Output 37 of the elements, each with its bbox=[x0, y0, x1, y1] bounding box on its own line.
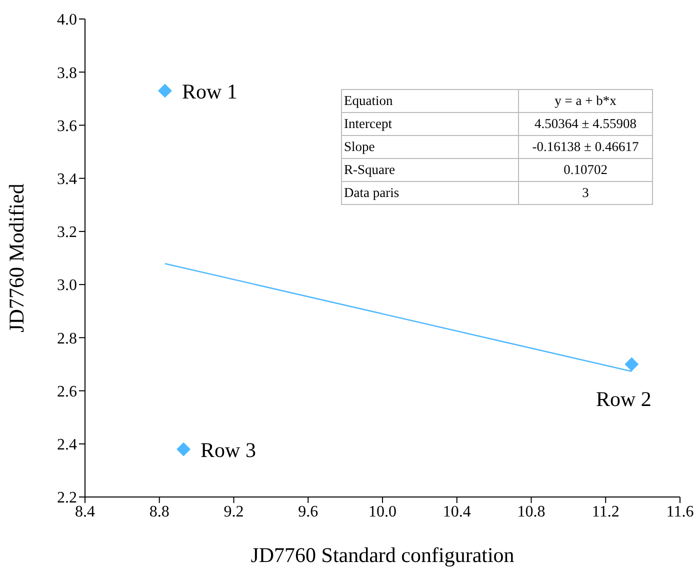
point bbox=[624, 357, 639, 372]
y-tick-label: 4.0 bbox=[57, 12, 77, 29]
y-tick-label: 2.4 bbox=[57, 436, 77, 454]
x-tick-label: 11.6 bbox=[666, 503, 694, 520]
y-tick-label: 3.6 bbox=[57, 118, 77, 135]
x-tick-label: 9.2 bbox=[224, 503, 244, 520]
annotation: R-Square bbox=[342, 158, 518, 182]
annotation: Intercept bbox=[342, 112, 518, 136]
annotation: Equation bbox=[342, 90, 518, 112]
y-tick-label: 2.2 bbox=[57, 490, 77, 507]
annotation: -0.16138 ± 0.46617 bbox=[518, 136, 652, 158]
x-tick-label: 8.4 bbox=[75, 503, 95, 520]
y-tick-label: 3.2 bbox=[57, 224, 77, 242]
y-tick-label: 2.6 bbox=[57, 383, 77, 400]
x-tick-label: 9.6 bbox=[298, 503, 318, 520]
x-tick-label: 10.4 bbox=[442, 503, 471, 520]
x-axis-title: JD7760 Standard configuration bbox=[250, 543, 515, 567]
y-tick-label: 3.0 bbox=[57, 277, 77, 294]
annotation: 4.50364 ± 4.55908 bbox=[518, 112, 652, 136]
point bbox=[176, 442, 191, 456]
y-tick-label: 2.8 bbox=[57, 330, 77, 348]
annotation: Data paris bbox=[342, 182, 518, 204]
annotation: 0.10702 bbox=[518, 158, 652, 182]
annotation: y = a + b*x bbox=[518, 90, 652, 112]
x-tick-label: 10.0 bbox=[368, 503, 396, 520]
annotation: Slope bbox=[342, 136, 518, 158]
x-tick-label: 10.8 bbox=[517, 503, 546, 520]
x-tick-label: 8.8 bbox=[149, 503, 170, 520]
annotation: 3 bbox=[518, 182, 652, 204]
point bbox=[158, 84, 172, 98]
y-tick-label: 3.4 bbox=[57, 171, 77, 188]
y-axis-title: JD7760 Modified bbox=[4, 183, 28, 332]
annotation: Row 2 bbox=[596, 387, 652, 412]
y-tick-label: 3.8 bbox=[57, 64, 77, 82]
annotation: Row 3 bbox=[200, 438, 256, 462]
x-tick-label: 11.2 bbox=[592, 503, 620, 520]
annotation: Row 1 bbox=[182, 80, 238, 104]
